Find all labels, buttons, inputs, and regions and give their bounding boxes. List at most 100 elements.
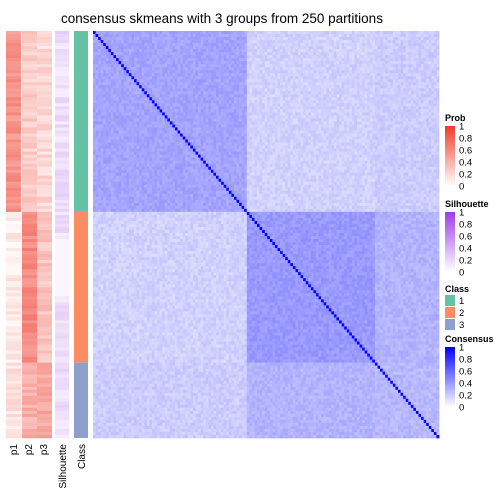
- consensus-cell: [241, 100, 245, 104]
- consensus-cell: [421, 67, 424, 71]
- consensus-cell: [259, 79, 263, 83]
- consensus-cell: [136, 112, 140, 116]
- consensus-cell: [346, 127, 350, 131]
- silhouette-cell: [55, 275, 69, 279]
- consensus-cell: [426, 82, 430, 86]
- consensus-cell: [169, 40, 173, 44]
- consensus-cell: [136, 52, 140, 56]
- consensus-cell: [233, 76, 237, 80]
- prob-cell: [37, 272, 52, 276]
- consensus-cell: [264, 43, 268, 47]
- consensus-cell: [372, 70, 376, 74]
- consensus-cell: [187, 103, 191, 107]
- consensus-cell: [93, 127, 96, 131]
- prob-cell: [6, 202, 21, 207]
- consensus-cell: [359, 82, 363, 86]
- consensus-cell: [395, 106, 399, 110]
- consensus-cell: [180, 67, 184, 71]
- consensus-cell: [341, 100, 345, 104]
- consensus-cell: [405, 76, 409, 80]
- consensus-cell: [436, 109, 440, 113]
- consensus-cell: [126, 73, 130, 77]
- consensus-cell: [392, 103, 396, 107]
- consensus-cell: [198, 127, 201, 131]
- consensus-cell: [410, 79, 414, 83]
- consensus-cell: [167, 73, 171, 77]
- consensus-cell: [121, 121, 125, 125]
- consensus-cell: [290, 100, 294, 104]
- consensus-cell: [323, 49, 327, 53]
- consensus-cell: [403, 94, 407, 98]
- consensus-cell: [180, 88, 184, 92]
- consensus-cell: [344, 112, 348, 116]
- consensus-cell: [313, 97, 317, 101]
- consensus-cell: [157, 31, 160, 35]
- consensus-cell: [159, 88, 163, 92]
- silhouette-cell: [55, 245, 69, 249]
- consensus-cell: [231, 100, 235, 104]
- consensus-cell: [400, 31, 404, 35]
- consensus-cell: [395, 124, 399, 128]
- consensus-cell: [349, 34, 353, 38]
- consensus-cell: [116, 55, 119, 59]
- consensus-cell: [346, 58, 350, 62]
- consensus-cell: [136, 61, 140, 65]
- consensus-cell: [328, 31, 332, 35]
- consensus-cell: [103, 64, 107, 68]
- consensus-cell: [144, 109, 148, 113]
- consensus-cell: [356, 127, 360, 131]
- consensus-cell: [169, 88, 173, 92]
- consensus-cell: [116, 118, 119, 122]
- consensus-cell: [154, 103, 158, 107]
- silhouette-cell: [55, 410, 69, 415]
- consensus-cell: [159, 82, 163, 86]
- consensus-cell: [169, 49, 173, 53]
- consensus-cell: [354, 85, 358, 89]
- consensus-cell: [185, 46, 189, 50]
- consensus-cell: [159, 112, 163, 116]
- consensus-cell: [395, 88, 399, 92]
- consensus-cell: [400, 109, 404, 113]
- consensus-cell: [310, 61, 314, 65]
- consensus-cell: [308, 91, 312, 95]
- consensus-cell: [372, 73, 376, 77]
- silhouette-cell: [55, 320, 69, 324]
- consensus-cell: [346, 112, 350, 116]
- consensus-cell: [359, 52, 363, 56]
- consensus-cell: [262, 100, 266, 104]
- consensus-cell: [141, 91, 145, 95]
- consensus-cell: [423, 106, 427, 110]
- consensus-cell: [287, 61, 291, 65]
- consensus-cell: [198, 121, 201, 125]
- consensus-cell: [110, 109, 114, 113]
- consensus-cell: [144, 64, 148, 68]
- consensus-cell: [190, 76, 194, 80]
- consensus-cell: [423, 124, 427, 128]
- consensus-cell: [392, 46, 396, 50]
- consensus-cell: [351, 82, 355, 86]
- consensus-cell: [428, 31, 432, 35]
- consensus-cell: [136, 100, 140, 104]
- prob-cell: [6, 335, 21, 339]
- consensus-cell: [182, 55, 186, 59]
- consensus-cell: [141, 58, 145, 62]
- consensus-cell: [175, 127, 178, 131]
- consensus-cell: [408, 100, 412, 104]
- prob-cell: [6, 52, 21, 56]
- consensus-cell: [374, 34, 378, 38]
- consensus-cell: [385, 34, 389, 38]
- consensus-cell: [351, 121, 355, 125]
- consensus-cell: [241, 94, 245, 98]
- consensus-cell: [185, 67, 189, 71]
- silhouette-cell: [55, 121, 69, 125]
- consensus-cell: [249, 58, 253, 62]
- consensus-cell: [413, 49, 417, 53]
- consensus-cell: [213, 91, 217, 95]
- consensus-cell: [236, 31, 240, 35]
- consensus-cell: [254, 67, 258, 71]
- consensus-cell: [203, 97, 207, 101]
- consensus-cell: [95, 37, 99, 41]
- consensus-cell: [218, 97, 222, 101]
- consensus-cell: [228, 49, 232, 53]
- consensus-cell: [415, 49, 419, 53]
